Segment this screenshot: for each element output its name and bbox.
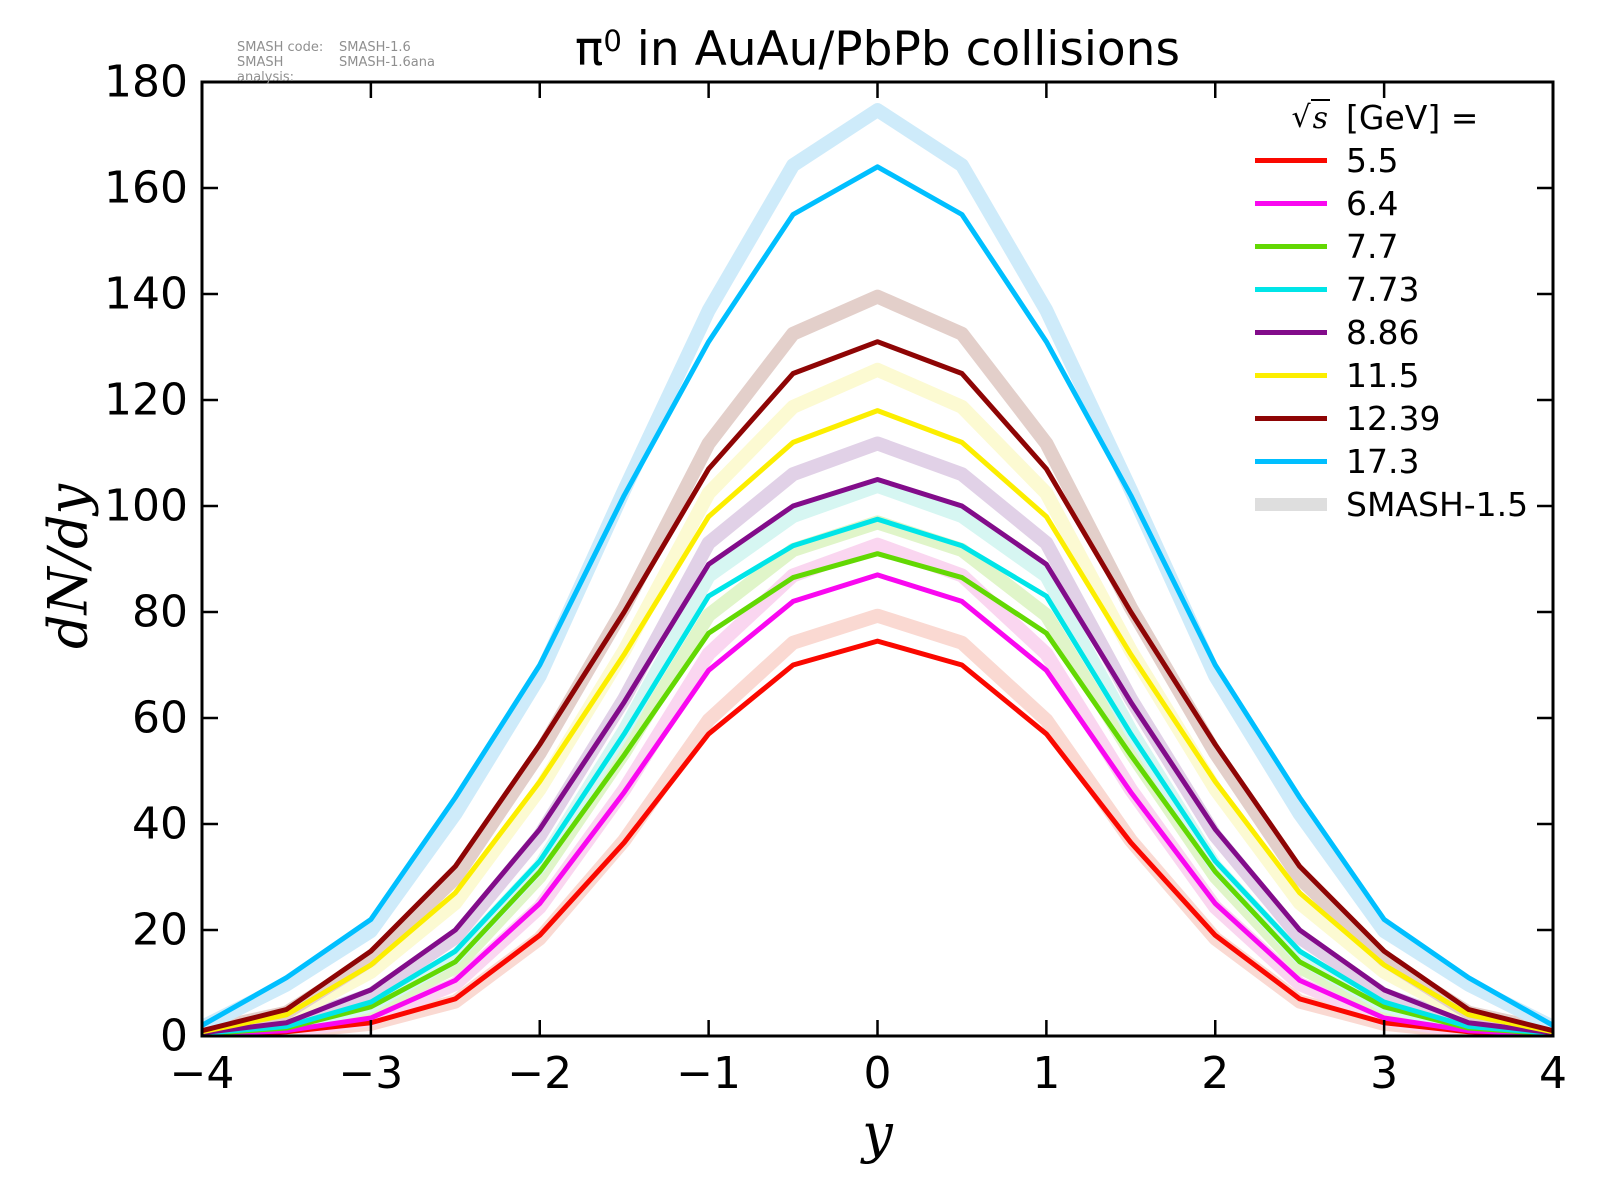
legend-row-11.5: 11.5	[1252, 354, 1528, 397]
legend-sqrt-s: √ s	[1291, 99, 1330, 136]
legend-label-SMASH-1.5: SMASH-1.5	[1346, 485, 1529, 524]
legend-line-swatch-5.5	[1255, 158, 1327, 163]
x-tick-label-1: 1	[1032, 1048, 1061, 1099]
annotation-value: SMASH-1.6ana	[339, 55, 435, 70]
legend-label-5.5: 5.5	[1346, 141, 1399, 180]
plot-area	[202, 103, 1553, 1036]
x-tick-label-−3: −3	[338, 1048, 404, 1099]
annotation-label: SMASH analysis:	[237, 55, 295, 85]
x-tick-label-3: 3	[1370, 1048, 1399, 1099]
smash15-band-17.3	[202, 103, 1553, 1034]
annotation-label: SMASH code:	[237, 40, 324, 55]
y-tick-label-20: 20	[132, 904, 188, 956]
smash15-band-7.73	[202, 478, 1553, 1036]
x-tick-label-4: 4	[1539, 1048, 1567, 1099]
legend-label-11.5: 11.5	[1346, 356, 1420, 395]
series-line-17.3	[202, 164, 1553, 1028]
legend-line-swatch-7.73	[1255, 287, 1327, 292]
x-axis-label: y	[862, 1102, 893, 1165]
legend-label-7.73: 7.73	[1346, 270, 1420, 309]
annotation-row: SMASH analysis: SMASH-1.6ana	[237, 55, 435, 85]
y-axis-label: dN/dy	[36, 483, 100, 650]
legend-line-swatch-8.86	[1255, 330, 1327, 335]
title-pi-symbol: π	[575, 22, 604, 77]
y-tick-label-180: 180	[104, 56, 188, 108]
legend-header: √ s [GeV] =	[1252, 96, 1528, 139]
annotation-row: SMASH code: SMASH-1.6	[237, 40, 435, 55]
legend-label-17.3: 17.3	[1346, 442, 1420, 481]
smash15-band-7.7	[202, 515, 1553, 1036]
legend-row-6.4: 6.4	[1252, 182, 1528, 225]
legend-line-swatch-17.3	[1255, 459, 1327, 464]
legend-line-swatch-7.7	[1255, 244, 1327, 249]
legend-row-8.86: 8.86	[1252, 311, 1528, 354]
y-tick-label-140: 140	[104, 268, 188, 320]
axis-ticks	[200, 80, 1555, 1038]
legend-row-12.39: 12.39	[1252, 397, 1528, 440]
smash15-band-11.5	[202, 362, 1553, 1036]
legend-label-8.86: 8.86	[1346, 313, 1420, 352]
y-tick-label-120: 120	[104, 374, 188, 426]
y-tick-label-100: 100	[104, 480, 188, 532]
series-line-12.39	[202, 339, 1553, 1034]
legend-row-7.73: 7.73	[1252, 268, 1528, 311]
legend-line-swatch-11.5	[1255, 373, 1327, 378]
y-tick-label-160: 160	[104, 162, 188, 214]
annotation-value: SMASH-1.6	[339, 40, 411, 55]
smash-version-annotation: SMASH code: SMASH-1.6 SMASH analysis: SM…	[237, 40, 435, 85]
legend-label-7.7: 7.7	[1346, 227, 1399, 266]
legend: √ s [GeV] = 5.5 6.4 7.7 7.73 8.86 11.5 12.39 17.…	[1252, 96, 1528, 526]
x-tick-label-0: 0	[863, 1048, 892, 1099]
x-tick-label-−4: −4	[169, 1048, 235, 1099]
title-text: in AuAu/PbPb collisions	[621, 22, 1180, 77]
legend-label-6.4: 6.4	[1346, 184, 1399, 223]
series-line-5.5	[202, 638, 1553, 1036]
smash15-band-8.86	[202, 436, 1553, 1036]
series-line-7.73	[202, 516, 1553, 1036]
legend-line-swatch-6.4	[1255, 201, 1327, 206]
x-tick-label-−1: −1	[676, 1048, 742, 1099]
legend-header-units: [GeV] =	[1346, 98, 1479, 137]
legend-row-SMASH-1.5: SMASH-1.5	[1252, 483, 1528, 526]
legend-label-12.39: 12.39	[1346, 399, 1441, 438]
y-tick-label-80: 80	[132, 586, 188, 638]
series-line-11.5	[202, 408, 1553, 1035]
y-tick-label-60: 60	[132, 692, 188, 744]
legend-row-5.5: 5.5	[1252, 139, 1528, 182]
series-line-6.4	[202, 572, 1553, 1036]
legend-row-17.3: 17.3	[1252, 440, 1528, 483]
x-tick-label-2: 2	[1201, 1048, 1230, 1099]
title-superscript: 0	[603, 24, 622, 58]
x-tick-label-−2: −2	[507, 1048, 573, 1099]
series-line-7.7	[202, 551, 1553, 1036]
legend-row-7.7: 7.7	[1252, 225, 1528, 268]
smash15-band-6.4	[202, 537, 1553, 1036]
y-tick-label-40: 40	[132, 798, 188, 850]
series-line-8.86	[202, 477, 1553, 1036]
smash15-band-12.39	[202, 289, 1553, 1036]
y-tick-label-0: 0	[160, 1010, 188, 1062]
legend-entries: 5.5 6.4 7.7 7.73 8.86 11.5 12.39 17.3 SMASH-1.5	[1252, 139, 1528, 526]
plot-title: π0 in AuAu/PbPb collisions	[202, 24, 1553, 76]
legend-line-swatch-12.39	[1255, 416, 1327, 421]
legend-band-swatch-SMASH-1.5	[1255, 498, 1327, 511]
